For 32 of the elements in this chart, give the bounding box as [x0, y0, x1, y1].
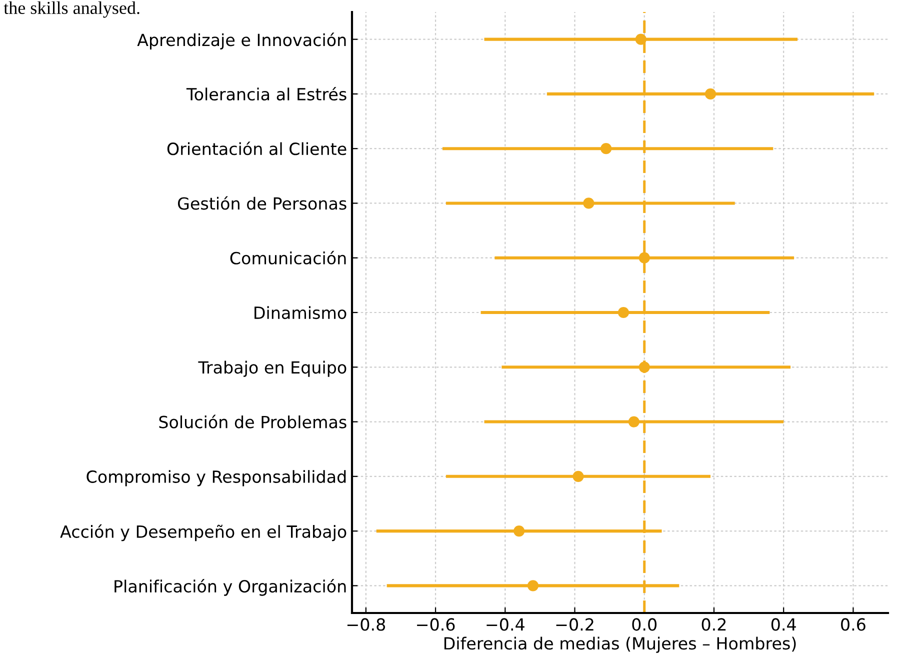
point — [628, 416, 640, 428]
y-tick-label: Planificación y Organización — [114, 579, 346, 596]
y-tick-label: Orientación al Cliente — [167, 142, 346, 156]
text: the skills analysed. — [4, 1, 140, 18]
point — [572, 470, 584, 482]
point — [618, 306, 630, 318]
point — [514, 525, 525, 537]
point — [638, 252, 650, 264]
y-tick-label: Trabajo en Equipo — [198, 360, 346, 377]
y-tick-label: Tolerancia al Estrés — [186, 86, 346, 101]
y-tick-label: Dinamismo — [254, 306, 346, 320]
x-tick-label: −0.6 — [417, 618, 455, 631]
y-tick-label: Acción y Desempeño en el Trabajo — [60, 524, 346, 542]
y-tick-label: Aprendizaje e Innovación — [137, 32, 346, 50]
point — [600, 143, 612, 154]
x-tick-label: 0.0 — [632, 618, 657, 631]
x-tick-label: −0.4 — [486, 618, 524, 631]
point — [527, 580, 539, 592]
x-tick-label: −0.2 — [556, 618, 594, 631]
point — [635, 34, 646, 45]
point — [583, 198, 594, 209]
x-axis-title: Diferencia de medias (Mujeres – Hombres) — [444, 636, 796, 653]
y-tick-label: Solución de Problemas — [159, 414, 346, 428]
point — [704, 88, 716, 100]
x-tick-label: 0.6 — [841, 618, 866, 631]
x-tick-label: 0.2 — [702, 618, 726, 631]
x-tick-label: −0.8 — [347, 618, 386, 631]
y-tick-label: Comunicación — [230, 250, 346, 264]
y-tick-label: Compromiso y Responsabilidad — [86, 470, 346, 486]
y-tick-label: Gestión de Personas — [178, 196, 346, 210]
x-tick-label: 0.4 — [771, 618, 796, 631]
point — [638, 362, 650, 373]
